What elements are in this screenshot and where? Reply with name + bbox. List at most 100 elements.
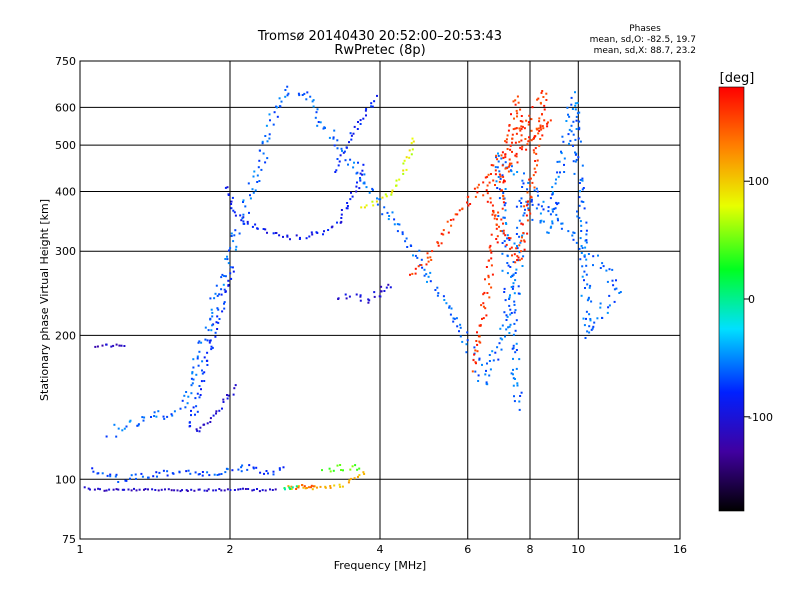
data-point (319, 121, 322, 124)
data-point (578, 204, 581, 207)
data-point (284, 488, 286, 491)
data-point (286, 85, 289, 88)
data-point (436, 294, 439, 297)
data-point (536, 190, 539, 193)
data-point (515, 155, 518, 158)
data-point (348, 141, 350, 144)
data-point (173, 489, 176, 492)
data-point (578, 128, 581, 131)
data-point (494, 214, 497, 217)
data-point (547, 210, 550, 213)
data-point (229, 272, 232, 275)
data-point (512, 273, 515, 276)
data-point (337, 164, 340, 167)
data-point (515, 205, 518, 208)
stats-heading: Phases (629, 24, 661, 34)
data-point (310, 231, 313, 234)
data-point (458, 330, 460, 333)
data-point (227, 262, 230, 265)
data-point (504, 140, 507, 143)
data-point (504, 202, 507, 205)
data-point (459, 335, 462, 338)
data-point (527, 200, 529, 203)
data-point (500, 157, 503, 160)
data-point (265, 470, 268, 472)
data-point (474, 361, 477, 364)
data-point (476, 186, 479, 189)
data-point (214, 331, 217, 334)
data-point (549, 213, 552, 216)
data-point (340, 469, 342, 471)
data-point (608, 304, 611, 307)
data-point (356, 171, 359, 174)
data-point (485, 189, 488, 192)
data-point (519, 129, 522, 132)
data-point (345, 297, 348, 300)
data-point (237, 468, 240, 471)
data-point (329, 470, 332, 473)
data-point (203, 356, 206, 359)
data-point (343, 150, 346, 153)
data-point (499, 230, 502, 232)
data-point (234, 248, 237, 251)
data-point (513, 242, 516, 245)
data-point (543, 119, 546, 122)
data-point (242, 199, 245, 202)
data-point (423, 268, 426, 271)
data-point (105, 343, 108, 346)
data-point (322, 233, 324, 236)
data-point (362, 471, 365, 474)
data-point (472, 359, 475, 362)
data-point (452, 320, 455, 323)
data-point (592, 325, 595, 328)
data-point (189, 472, 192, 475)
data-point (518, 259, 521, 262)
data-point (582, 317, 585, 320)
colorbar-tick-label: -100 (748, 411, 773, 424)
data-point (344, 159, 347, 162)
data-point (520, 202, 523, 204)
data-point (198, 396, 201, 399)
data-point (482, 293, 485, 296)
data-point (502, 198, 505, 200)
data-point (570, 130, 573, 133)
data-point (350, 134, 353, 137)
data-point (450, 307, 453, 310)
data-point (91, 467, 94, 470)
data-point (298, 94, 301, 97)
data-point (353, 161, 355, 164)
data-point (355, 293, 358, 296)
data-point (216, 307, 219, 310)
data-point (256, 488, 258, 490)
data-point (502, 156, 505, 159)
data-point (378, 198, 381, 201)
data-point (512, 128, 515, 131)
data-point (287, 92, 290, 95)
data-point (379, 295, 382, 298)
data-point (199, 426, 202, 429)
data-point (246, 468, 249, 471)
data-point (597, 254, 599, 257)
data-point (496, 346, 499, 349)
data-point (513, 322, 516, 325)
data-point (380, 290, 383, 293)
data-point (567, 133, 570, 136)
grid-lines (80, 61, 680, 539)
data-point (566, 106, 569, 109)
data-point (163, 417, 166, 420)
data-point (512, 377, 515, 380)
data-point (505, 141, 508, 144)
data-point (476, 350, 479, 353)
data-point (612, 284, 615, 287)
data-point (187, 469, 190, 472)
data-point (359, 295, 362, 298)
data-point (190, 488, 193, 491)
data-point (411, 272, 414, 275)
data-point (523, 172, 525, 175)
data-point (585, 229, 588, 232)
data-point (522, 182, 525, 185)
data-point (383, 206, 386, 209)
data-point (201, 372, 204, 375)
data-point (503, 240, 506, 243)
data-point (215, 412, 217, 415)
